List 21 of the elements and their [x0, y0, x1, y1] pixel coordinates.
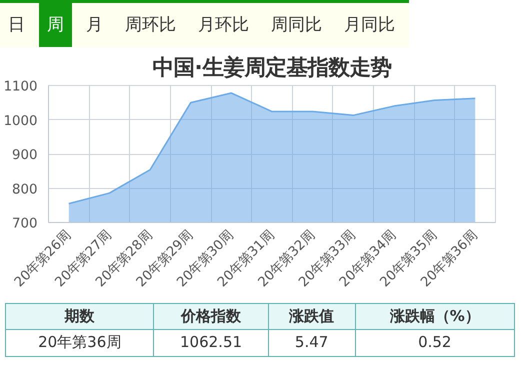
text: 0.52	[355, 330, 514, 356]
y-tick-label: 1000	[4, 114, 38, 129]
text: 价格指数	[154, 304, 268, 330]
text: 周	[39, 3, 72, 48]
y-tick-label: 700	[12, 216, 38, 232]
text: 周环比	[124, 14, 177, 37]
text: 月	[85, 14, 104, 37]
y-tick-label: 800	[12, 182, 38, 198]
text: 涨跌值	[268, 304, 356, 330]
y-tick-label: 1100	[4, 80, 38, 94]
text: 涨跌幅（%）	[355, 304, 514, 330]
text: 周同比	[270, 14, 323, 37]
text: 期数	[6, 304, 154, 330]
text: 5.47	[268, 330, 356, 356]
text: 月环比	[197, 14, 250, 37]
text: 月同比	[343, 14, 396, 37]
text: 20年第36周	[6, 330, 154, 356]
text: 日	[7, 14, 26, 37]
y-tick-label: 900	[12, 148, 38, 163]
text: 1062.51	[154, 330, 268, 356]
chart-title: 中国·生姜周定基指数走势	[152, 56, 392, 80]
